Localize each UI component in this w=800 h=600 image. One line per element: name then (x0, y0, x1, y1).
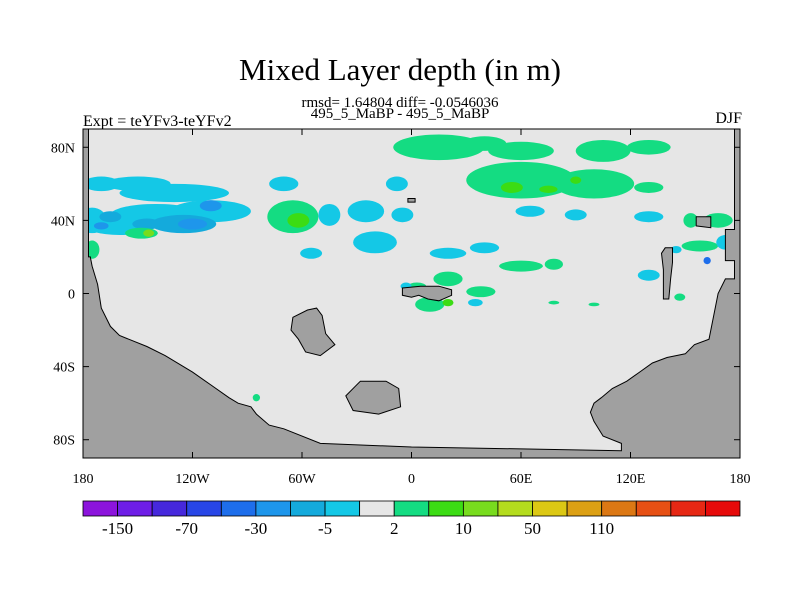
colorbar-box (462, 500, 499, 517)
season-label: DJF (715, 110, 742, 127)
y-tick-label: 80S (53, 434, 75, 449)
anomaly-patch (83, 176, 120, 192)
anomaly-patch (468, 298, 483, 307)
anomaly-patch (466, 286, 496, 298)
anomaly-patch (385, 176, 408, 192)
anomaly-patch (104, 176, 171, 192)
anomaly-patch (318, 203, 341, 226)
anomaly-patch (500, 182, 523, 193)
anomaly-patch (433, 271, 463, 287)
anomaly-patch (548, 300, 560, 305)
land-mask (83, 129, 740, 458)
colorbar-label: -5 (318, 519, 332, 538)
anomaly-patch (544, 258, 563, 270)
x-tick-label: 120W (175, 472, 210, 487)
anomaly-patch (515, 205, 545, 217)
anomaly-patch (703, 256, 711, 265)
stats-line: rmsd= 1.64804 diff= -0.0546036 (301, 95, 499, 111)
y-tick-label: 40S (53, 361, 75, 376)
anomaly-patch (681, 240, 719, 252)
colorbar-box (151, 500, 188, 517)
anomaly-patch (539, 185, 558, 193)
anomaly-patch (287, 213, 310, 228)
anomaly-patch (674, 293, 686, 301)
x-tick-label: 180 (73, 472, 94, 487)
anomaly-patch (93, 222, 109, 230)
anomaly-patch (391, 207, 414, 223)
anomaly-patch (429, 247, 467, 259)
anomaly-patch (99, 211, 122, 223)
anomaly-patch (634, 182, 664, 193)
island-mask (695, 216, 712, 229)
colorbar-box (497, 500, 533, 517)
anomaly-patch (634, 211, 664, 223)
x-tick-label: 60W (288, 472, 316, 487)
x-tick-label: 0 (408, 472, 415, 487)
anomaly-patch (626, 139, 671, 155)
colorbar-box (635, 500, 672, 517)
experiment-label: Expt = teYFv3-teYFv2 (83, 113, 232, 130)
colorbar-box (670, 500, 706, 517)
colorbar-box (601, 500, 637, 517)
island-mask (290, 307, 336, 357)
anomaly-patch (588, 302, 600, 307)
island-mask (660, 247, 673, 300)
colorbar-box (324, 500, 361, 517)
anomaly-patch (670, 245, 682, 254)
anomaly-patch (488, 141, 554, 161)
island-mask (401, 285, 453, 302)
island-mask (345, 380, 402, 415)
x-tick-label: 180 (730, 472, 751, 487)
anomaly-patch (300, 247, 323, 259)
x-tick-label: 120E (616, 472, 646, 487)
colorbar-box (532, 500, 568, 517)
colorbar-box (705, 500, 741, 517)
colorbar-box (290, 500, 326, 517)
anomaly-patch (570, 176, 582, 184)
colorbar-box (82, 500, 118, 517)
colorbar-label: 110 (589, 519, 614, 538)
anomaly-patch (469, 242, 500, 254)
colorbar: -150 -70 -30 -5 2 10 50 110 (82, 500, 741, 538)
anomaly-patch (353, 231, 397, 254)
colorbar-box (359, 500, 395, 517)
anomaly-patch (499, 260, 543, 272)
chart-title: Mixed Layer depth (in m) (239, 52, 561, 87)
colorbar-label: -70 (175, 519, 198, 538)
colorbar-box (255, 500, 291, 517)
colorbar-label: -30 (245, 519, 268, 538)
anomaly-patch (177, 218, 208, 230)
anomaly-patch (683, 213, 699, 228)
colorbar-box (428, 500, 464, 517)
island-mask (407, 198, 416, 203)
comparison-label: 495_5_MaBP - 495_5_MaBP (310, 106, 490, 122)
anomaly-patch (442, 298, 454, 307)
colorbar-label: 2 (390, 519, 399, 538)
y-tick-label: 40N (51, 214, 75, 229)
colorbar-label: -150 (102, 519, 133, 538)
y-tick-label: 80N (51, 141, 75, 156)
colorbar-label: 10 (455, 519, 472, 538)
anomaly-patch (252, 394, 261, 402)
anomaly-patch (269, 176, 299, 192)
colorbar-box (220, 500, 257, 517)
colorbar-box (117, 500, 153, 517)
anomaly-patch (575, 139, 631, 162)
anomaly-patch (199, 200, 222, 212)
x-tick-label: 60E (510, 472, 533, 487)
anomaly-patch (132, 218, 162, 230)
colorbar-label: 50 (524, 519, 541, 538)
anomaly-patch (143, 229, 155, 237)
colorbar-box (186, 500, 222, 517)
anomaly-patch (553, 169, 635, 199)
anomaly-patch (564, 209, 587, 221)
colorbar-box (566, 500, 603, 517)
anomaly-patch (637, 269, 660, 281)
y-tick-label: 0 (68, 288, 75, 303)
colorbar-box (393, 500, 430, 517)
anomaly-patch (393, 134, 485, 161)
anomaly-patch (347, 200, 385, 223)
